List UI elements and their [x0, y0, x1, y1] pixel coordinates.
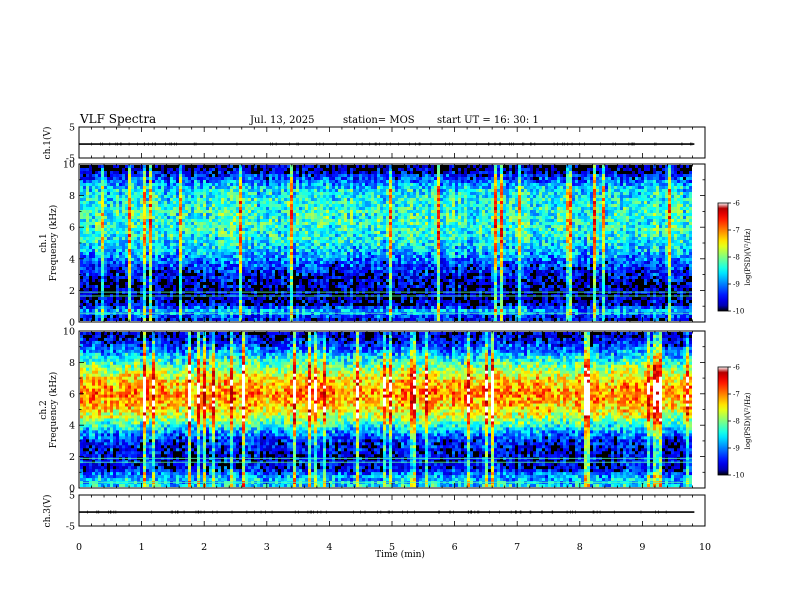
time-tick-label: 6 [452, 542, 458, 553]
ch1-frequency-name: Frequency (kHz) [48, 205, 59, 282]
frequency-tick-label: 8 [69, 191, 75, 202]
frequency-tick-label: 10 [63, 160, 75, 171]
frequency-tick-label: 2 [69, 286, 75, 297]
colorbar-tick-label: -9 [733, 445, 740, 453]
ch1-frequency-label: Frequency (kHz) [48, 205, 59, 282]
ch1-colorbar-label: log(PSD)(V²/Hz) [744, 228, 752, 285]
ch1-colorbar: -6 -7 -8 -9 -10 log(PSD)(V²/Hz) [717, 200, 752, 316]
time-tick-label: 9 [639, 542, 645, 553]
ch1-voltage-ylabel: ch.1(V) [42, 127, 53, 160]
frequency-tick-label: 4 [69, 421, 75, 432]
time-tick-label: 5 [389, 542, 395, 553]
ch1-spectrogram-ticks: 0 2 4 6 8 10 [63, 160, 706, 329]
ch3-voltage-ylabel: ch.3(V) [42, 495, 53, 528]
ch3-voltage-panel: 5 -5 ch.3(V) [42, 491, 706, 533]
ch2-spectrogram-ticks: 0 2 4 6 8 10 [63, 327, 706, 495]
colorbar-tick-label: -10 [733, 472, 744, 480]
frequency-tick-label: 10 [63, 327, 75, 338]
ch2-channel-name: ch.2 [39, 400, 49, 419]
ch2-colorbar-gradient [717, 366, 729, 476]
colorbar-tick-label: -7 [733, 227, 740, 235]
ch1-colorbar-ticks: -6 -7 -8 -9 -10 [728, 200, 744, 316]
time-axis-ticks: 0 1 2 3 4 5 6 7 8 9 10 [76, 542, 711, 553]
time-tick-label: 10 [699, 542, 711, 553]
time-tick-label: 3 [264, 542, 270, 553]
time-axis-label: Time (min) [375, 549, 425, 560]
frequency-tick-label: 6 [69, 223, 75, 234]
voltage-tick-label: -5 [66, 522, 75, 533]
colorbar-tick-label: -6 [733, 364, 740, 372]
frequency-tick-label: 2 [69, 452, 75, 463]
colorbar-tick-label: -8 [733, 418, 740, 426]
ch2-frequency-name: Frequency (kHz) [48, 372, 59, 449]
start-time-label: start UT = 16: 30: 1 [437, 115, 539, 126]
voltage-tick-label: -5 [66, 154, 75, 165]
colorbar-tick-label: -6 [733, 200, 740, 208]
time-tick-label: 2 [201, 542, 207, 553]
ch1-channel-label: ch.1 [39, 233, 49, 252]
ch2-frequency-label: Frequency (kHz) [48, 372, 59, 449]
ch1-spectrogram-panel: 0 2 4 6 8 10 ch.1 Frequency (kHz) [39, 160, 706, 329]
voltage-tick-label: 5 [69, 123, 75, 134]
ch2-spectrogram-panel: 0 2 4 6 8 10 ch.2 Frequency (kHz) [39, 327, 706, 495]
time-tick-label: 8 [577, 542, 583, 553]
frequency-tick-label: 0 [69, 484, 75, 495]
ch2-spectrogram-image [80, 332, 692, 487]
frequency-tick-label: 4 [69, 254, 75, 265]
ch1-spectrogram-image [80, 165, 692, 321]
date-label: Jul. 13, 2025 [249, 115, 315, 126]
ch1-voltage-panel: 5 -5 ch.1(V) [42, 123, 706, 165]
colorbar-tick-label: -10 [733, 308, 744, 316]
colorbar-tick-label: -7 [733, 391, 740, 399]
time-tick-label: 7 [514, 542, 520, 553]
ch2-channel-label: ch.2 [39, 400, 49, 419]
colorbar-tick-label: -8 [733, 254, 740, 262]
station-label: station= MOS [343, 115, 415, 126]
voltage-tick-label: 5 [69, 491, 75, 502]
time-tick-label: 0 [76, 542, 82, 553]
ch2-colorbar-label: log(PSD)(V²/Hz) [744, 392, 752, 449]
frequency-tick-label: 8 [69, 358, 75, 369]
time-tick-label: 4 [326, 542, 332, 553]
ch1-colorbar-gradient [717, 202, 729, 312]
ch2-colorbar-ticks: -6 -7 -8 -9 -10 [728, 364, 744, 480]
figure-title: VLF Spectra [79, 112, 156, 126]
frequency-tick-label: 0 [69, 318, 75, 329]
time-tick-label: 1 [139, 542, 145, 553]
colorbar-tick-label: -9 [733, 281, 740, 289]
ch1-channel-name: ch.1 [39, 233, 49, 252]
frequency-tick-label: 6 [69, 389, 75, 400]
ch2-colorbar: -6 -7 -8 -9 -10 log(PSD)(V²/Hz) [717, 364, 752, 480]
